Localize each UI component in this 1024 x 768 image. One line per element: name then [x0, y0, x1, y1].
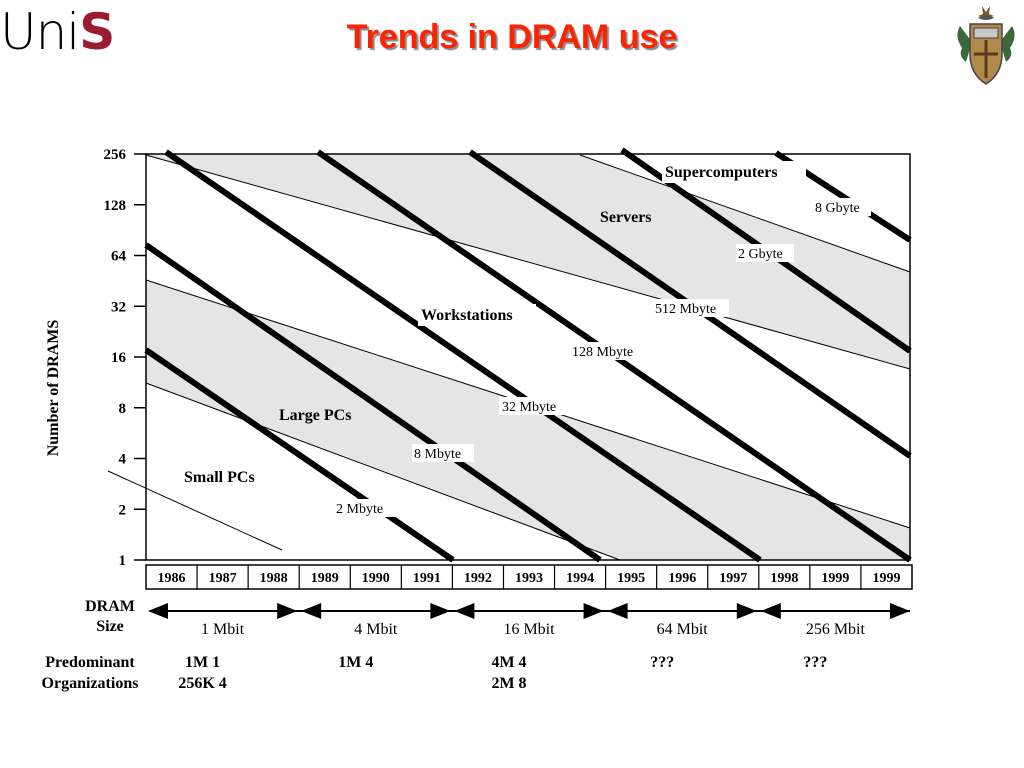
boundary-servers — [145, 154, 911, 370]
organization-line2: 256K 4 — [178, 675, 226, 692]
organization-line1: 1M 1 — [185, 654, 220, 671]
organizations-label-line1: Predominant — [45, 654, 135, 671]
region-label-supercomputers: Supercomputers — [665, 164, 778, 181]
year-label: 1990 — [362, 571, 390, 586]
dram-size-label: 16 Mbit — [503, 621, 555, 638]
dram-size-label: 64 Mbit — [657, 621, 709, 638]
boundary-large-pcs — [145, 382, 621, 561]
year-label: 1996 — [668, 571, 696, 586]
region-label-workstations: Workstations — [421, 307, 513, 324]
y-tick-label: 32 — [111, 299, 126, 315]
memory-label-512-mbyte: 512 Mbyte — [655, 302, 716, 317]
arrow-head-left — [760, 603, 781, 619]
organization-line1: ??? — [650, 654, 674, 671]
y-tick-label: 256 — [104, 147, 127, 163]
arrow-head-right — [277, 603, 298, 619]
arrow-head-left — [607, 603, 628, 619]
memory-label-2-gbyte: 2 Gbyte — [738, 247, 783, 262]
year-label: 1993 — [515, 571, 543, 586]
organization-line1: 1M 4 — [338, 654, 373, 671]
region-label-large-pcs: Large PCs — [279, 407, 351, 424]
dram-size-label: 4 Mbit — [354, 621, 398, 638]
dram-size-label-line2: Size — [96, 618, 124, 635]
year-label: 1992 — [464, 571, 492, 586]
year-label: 1997 — [719, 571, 747, 586]
y-tick-label: 4 — [119, 452, 127, 468]
y-tick-label: 1 — [119, 553, 127, 569]
band-largepc-workstations — [146, 280, 910, 560]
y-axis: 256 128 64 32 16 8 4 2 1 Number of DRAMS — [45, 147, 146, 569]
region-label-small-pcs: Small PCs — [184, 469, 255, 486]
memory-labels: 8 Gbyte 2 Gbyte 512 Mbyte 128 Mbyte 32 M… — [334, 198, 871, 517]
year-label: 1988 — [260, 571, 288, 586]
coat-of-arms-icon — [957, 6, 1015, 85]
y-axis-label: Number of DRAMS — [45, 320, 62, 457]
y-tick-label: 8 — [119, 401, 127, 417]
boundary-super-top — [579, 154, 911, 273]
arrow-head-left — [148, 603, 168, 619]
organizations-label-line2: Organizations — [42, 675, 139, 692]
slide-title: Trends in DRAM use — [346, 18, 678, 56]
y-tick-label: 16 — [111, 350, 127, 366]
region-labels: Supercomputers Servers Workstations Larg… — [184, 161, 806, 486]
year-label: 1987 — [209, 571, 237, 586]
y-tick-label: 128 — [104, 198, 127, 214]
year-label: 1995 — [617, 571, 645, 586]
organization-line1: ??? — [803, 654, 827, 671]
arrow-head-right — [890, 603, 910, 619]
arrow-head-left — [301, 603, 322, 619]
region-label-servers: Servers — [600, 209, 652, 226]
y-tick-label: 2 — [119, 502, 127, 518]
line-8-mbyte — [144, 242, 602, 563]
line-32-mbyte — [164, 149, 762, 563]
year-row: 1986 1987 1988 1989 1990 1991 1992 1993 1994 1995… — [145, 564, 913, 590]
y-tick-label: 64 — [111, 249, 127, 265]
organization-line1: 4M 4 — [491, 654, 526, 671]
memory-label-128-mbyte: 128 Mbyte — [572, 345, 633, 360]
arrow-head-right — [583, 603, 604, 619]
organizations-row: Predominant Organizations 1M 1 256K 4 1M 4… — [42, 654, 828, 692]
memory-label-8-mbyte: 8 Mbyte — [414, 447, 461, 462]
line-2-mbyte — [144, 347, 455, 563]
year-label: 1999 — [872, 571, 900, 586]
year-label: 1999 — [821, 571, 849, 586]
dram-size-label-line1: DRAM — [85, 598, 135, 615]
arrow-head-right — [736, 603, 757, 619]
year-label: 1994 — [566, 571, 594, 586]
boundary-small-pcs — [107, 470, 283, 551]
memory-label-8-gbyte: 8 Gbyte — [815, 201, 860, 216]
year-label: 1986 — [158, 571, 186, 586]
year-label: 1991 — [413, 571, 441, 586]
memory-label-32-mbyte: 32 Mbyte — [502, 400, 556, 415]
dram-size-row: DRAM Size 1 Mbit 4 Mbit 16 Mbit 64 Mbit 256 … — [85, 598, 910, 638]
memory-label-2-mbyte: 2 Mbyte — [336, 502, 383, 517]
arrow-head-left — [454, 603, 475, 619]
year-label: 1998 — [770, 571, 798, 586]
arrow-head-right — [430, 603, 451, 619]
dram-size-label: 1 Mbit — [201, 621, 245, 638]
organization-line2: 2M 8 — [491, 675, 526, 692]
dram-size-label: 256 Mbit — [806, 621, 866, 638]
unis-logo: UniS — [0, 3, 115, 61]
year-label: 1989 — [311, 571, 339, 586]
